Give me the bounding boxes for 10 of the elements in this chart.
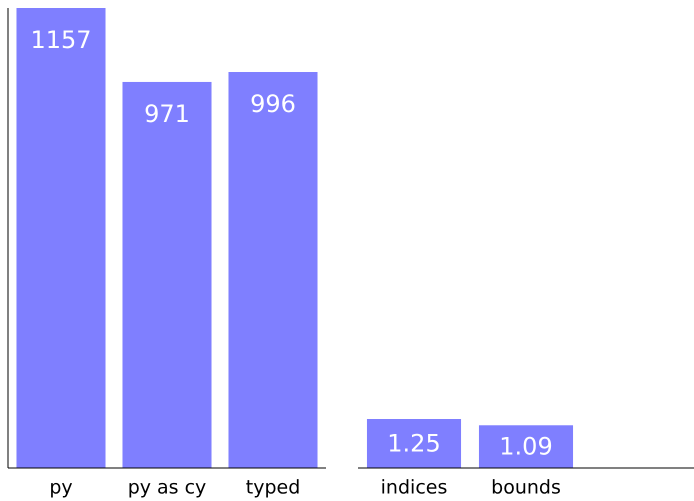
x-tick-label: indices: [380, 476, 448, 498]
data-label: 1.09: [499, 432, 553, 461]
data-label: 996: [250, 90, 296, 118]
data-label: 1.25: [387, 430, 441, 458]
x-tick-label: bounds: [491, 476, 561, 498]
x-tick-label: py as cy: [128, 476, 206, 498]
data-label: 1157: [30, 26, 92, 54]
x-tick-label: py: [49, 476, 73, 498]
x-tick-label: typed: [246, 476, 300, 498]
data-label: 971: [144, 100, 190, 128]
